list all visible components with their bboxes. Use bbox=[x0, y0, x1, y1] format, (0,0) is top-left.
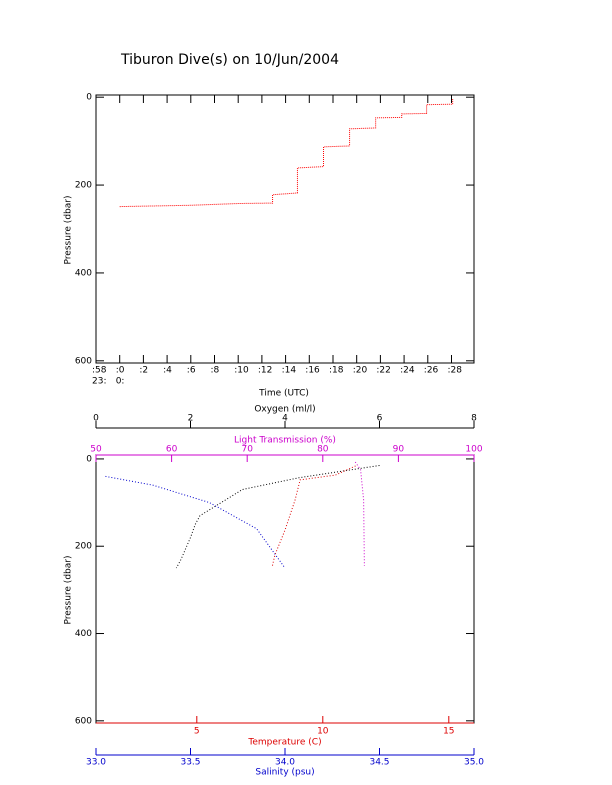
x-tick-label: 100 bbox=[465, 445, 482, 455]
x-axis-label: Time (UTC) bbox=[258, 389, 309, 399]
x-tick-label: 34.0 bbox=[275, 758, 295, 768]
x-tick-label: :14 bbox=[282, 366, 297, 376]
y-tick-label: 200 bbox=[75, 542, 92, 552]
x-axis-label: Light Transmission (%) bbox=[234, 436, 336, 446]
x-tick-label: :2 bbox=[139, 366, 148, 376]
x-tick-label: 80 bbox=[317, 445, 329, 455]
x-tick-label: :4 bbox=[163, 366, 172, 376]
x-tick-label: :0 bbox=[116, 366, 125, 376]
x-tick-label: :10 bbox=[234, 366, 249, 376]
x-tick-label: 33.0 bbox=[86, 758, 106, 768]
y-tick-label: 400 bbox=[75, 268, 92, 278]
x-tick-label: :24 bbox=[400, 366, 415, 376]
x-tick-label: :8 bbox=[210, 366, 219, 376]
x-axis-label: Temperature (C) bbox=[247, 738, 321, 748]
data-line bbox=[119, 98, 454, 208]
x-tick-label: :58 bbox=[92, 366, 107, 376]
x-axis-label: Salinity (psu) bbox=[255, 768, 314, 778]
x-tick-label: 2 bbox=[188, 414, 194, 424]
x-axis-label: Oxygen (ml/l) bbox=[254, 405, 315, 415]
x-tick-label: 10 bbox=[317, 727, 329, 737]
profile-line bbox=[354, 461, 365, 566]
x-tick-label: :20 bbox=[353, 366, 368, 376]
x-tick-label: 35.0 bbox=[464, 758, 484, 768]
chart-title: Tiburon Dive(s) on 10/Jun/2004 bbox=[120, 52, 339, 68]
profile-line bbox=[175, 464, 380, 569]
x-tick-label: :28 bbox=[447, 366, 462, 376]
x-tick-label: 60 bbox=[166, 445, 178, 455]
x-tick-label: :18 bbox=[329, 366, 344, 376]
x-tick-label: 4 bbox=[282, 414, 288, 424]
x-tick-label: 6 bbox=[377, 414, 383, 424]
x-tick-label: 90 bbox=[393, 445, 405, 455]
x-tick-label: 70 bbox=[241, 445, 253, 455]
y-axis-label: Pressure (dbar) bbox=[64, 556, 74, 625]
x-tick-label: 5 bbox=[194, 727, 200, 737]
y-tick-label: 0 bbox=[86, 93, 92, 103]
x-tick-label: 8 bbox=[471, 414, 477, 424]
plot-frame bbox=[95, 454, 475, 724]
x-tick-label: 50 bbox=[90, 445, 102, 455]
x-tick-label: :12 bbox=[258, 366, 272, 376]
y-tick-label: 600 bbox=[75, 356, 92, 366]
profile-line bbox=[105, 475, 286, 569]
y-tick-label: 200 bbox=[75, 181, 92, 191]
x-tick-label: 33.5 bbox=[180, 758, 200, 768]
y-tick-label: 400 bbox=[75, 629, 92, 639]
x-tick-label: 23: bbox=[92, 377, 106, 387]
x-tick-label: :6 bbox=[187, 366, 196, 376]
profile-line bbox=[271, 465, 356, 566]
x-tick-label: 15 bbox=[443, 727, 454, 737]
y-tick-label: 0 bbox=[86, 454, 92, 464]
x-tick-label: :26 bbox=[424, 366, 439, 376]
x-tick-label: :16 bbox=[305, 366, 320, 376]
x-tick-label: 34.5 bbox=[369, 758, 389, 768]
y-axis-label: Pressure (dbar) bbox=[64, 196, 74, 265]
x-tick-label: 0: bbox=[116, 377, 125, 387]
y-tick-label: 600 bbox=[75, 716, 92, 726]
plot-frame bbox=[95, 94, 475, 364]
x-tick-label: :22 bbox=[376, 366, 390, 376]
x-tick-label: 0 bbox=[93, 414, 99, 424]
